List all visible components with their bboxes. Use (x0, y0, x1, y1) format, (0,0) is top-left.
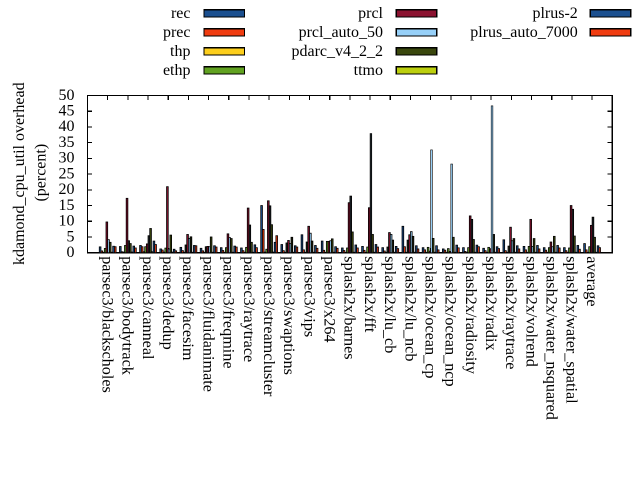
svg-text:average: average (583, 256, 601, 306)
svg-text:plrus_auto_7000: plrus_auto_7000 (470, 24, 578, 41)
svg-text:parsec3/blackscholes: parsec3/blackscholes (98, 256, 116, 393)
svg-text:splash2x/water_spatial: splash2x/water_spatial (563, 256, 581, 404)
svg-text:parsec3/swaptions: parsec3/swaptions (280, 256, 298, 375)
svg-text:splash2x/water_nsquared: splash2x/water_nsquared (543, 256, 561, 420)
svg-text:parsec3/fluidanimate: parsec3/fluidanimate (199, 256, 217, 392)
svg-text:50: 50 (59, 87, 75, 104)
svg-text:splash2x/lu_ncb: splash2x/lu_ncb (401, 256, 419, 361)
svg-text:25: 25 (59, 165, 75, 182)
svg-text:parsec3/x264: parsec3/x264 (321, 256, 339, 342)
svg-text:splash2x/radix: splash2x/radix (482, 256, 500, 350)
svg-text:parsec3/facesim: parsec3/facesim (179, 256, 197, 361)
svg-text:thp: thp (170, 43, 190, 60)
svg-text:splash2x/barnes: splash2x/barnes (341, 256, 359, 359)
svg-text:0: 0 (67, 244, 75, 261)
svg-text:splash2x/ocean_ncp: splash2x/ocean_ncp (442, 256, 460, 386)
svg-text:kdamond_cpu_util overhead: kdamond_cpu_util overhead (11, 82, 28, 265)
svg-text:parsec3/canneal: parsec3/canneal (139, 256, 157, 360)
svg-text:10: 10 (59, 213, 75, 230)
svg-text:40: 40 (59, 118, 75, 135)
svg-text:parsec3/vips: parsec3/vips (300, 256, 318, 337)
svg-text:(percent): (percent) (33, 144, 50, 202)
svg-text:splash2x/lu_cb: splash2x/lu_cb (381, 256, 399, 353)
svg-text:15: 15 (59, 197, 75, 214)
svg-text:rec: rec (171, 5, 191, 22)
svg-text:parsec3/bodytrack: parsec3/bodytrack (119, 256, 137, 376)
svg-text:ethp: ethp (163, 62, 191, 79)
svg-text:parsec3/dedup: parsec3/dedup (159, 256, 177, 350)
svg-text:parsec3/raytrace: parsec3/raytrace (240, 256, 258, 362)
svg-text:prcl: prcl (358, 5, 383, 22)
svg-text:splash2x/volrend: splash2x/volrend (522, 256, 540, 367)
svg-text:parsec3/streamcluster: parsec3/streamcluster (260, 256, 278, 397)
svg-text:35: 35 (59, 134, 75, 151)
svg-text:30: 30 (59, 150, 75, 167)
svg-text:5: 5 (67, 228, 75, 245)
svg-text:splash2x/radiosity: splash2x/radiosity (462, 256, 480, 375)
svg-text:pdarc_v4_2_2: pdarc_v4_2_2 (291, 43, 383, 60)
svg-text:splash2x/ocean_cp: splash2x/ocean_cp (421, 256, 439, 378)
svg-text:plrus-2: plrus-2 (532, 5, 577, 22)
svg-text:20: 20 (59, 181, 75, 198)
svg-text:ttmo: ttmo (354, 62, 383, 79)
svg-text:45: 45 (59, 103, 75, 120)
svg-text:prcl_auto_50: prcl_auto_50 (299, 24, 383, 41)
svg-text:splash2x/fft: splash2x/fft (361, 256, 379, 333)
svg-text:splash2x/raytrace: splash2x/raytrace (502, 256, 520, 369)
svg-text:parsec3/freqmine: parsec3/freqmine (220, 256, 238, 368)
svg-text:prec: prec (163, 24, 191, 41)
